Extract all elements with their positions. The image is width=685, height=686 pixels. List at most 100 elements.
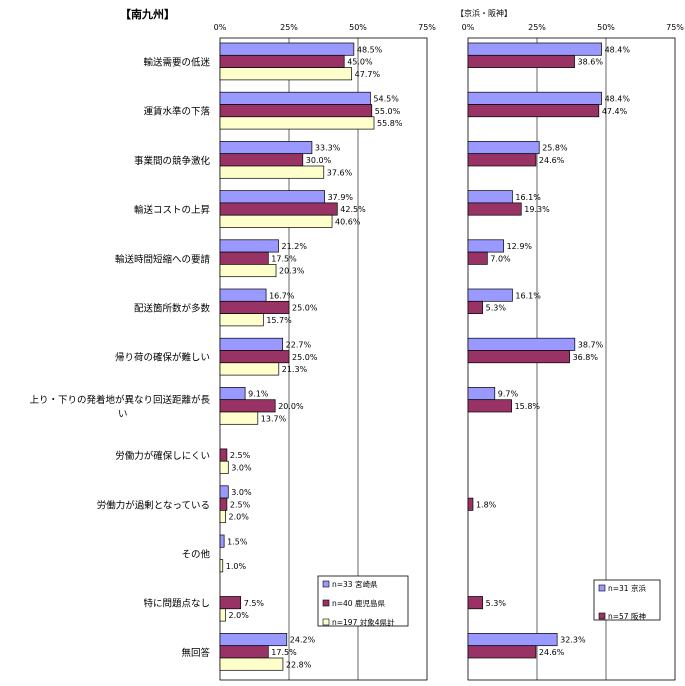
left-bar (219, 633, 288, 647)
left-data-label: 17.5% (271, 254, 297, 263)
left-bar (219, 67, 353, 81)
right-data-label: 12.9% (507, 242, 533, 251)
left-data-label: 47.7% (355, 70, 381, 79)
right-x-tick-label: 25% (528, 23, 546, 32)
category-label: 輸送需要の低迷 (143, 56, 210, 68)
category-label: 労働力が確保しにくい (115, 450, 210, 462)
left-bar (219, 116, 375, 130)
right-bar (467, 645, 537, 659)
right-data-label: 25.8% (542, 144, 568, 153)
left-data-label: 17.5% (271, 648, 297, 657)
category-label: 帰り荷の確保が難しい (115, 352, 210, 364)
category-label: 輸送時間短縮への要請 (115, 253, 211, 265)
left-bar (219, 534, 225, 548)
left-bar (219, 141, 313, 155)
right-data-label: 32.3% (560, 636, 586, 645)
right-bar (467, 239, 504, 253)
left-data-label: 21.3% (282, 365, 308, 374)
left-chart-title: 【南九州】 (120, 7, 175, 21)
right-bar (467, 387, 496, 401)
left-bar (219, 251, 269, 265)
category-label: 輸送コストの上昇 (134, 204, 211, 216)
right-data-label: 48.4% (605, 95, 631, 104)
left-data-label: 48.5% (357, 45, 383, 54)
left-data-label: 24.2% (290, 636, 316, 645)
left-bar (219, 608, 226, 622)
right-bar (467, 350, 570, 364)
left-legend-swatch (322, 618, 330, 626)
right-bar (467, 42, 602, 56)
left-bar (219, 91, 371, 105)
left-data-label: 25.0% (292, 304, 318, 313)
left-bar (219, 510, 226, 524)
right-x-tick-label: 75% (666, 23, 684, 32)
right-bar (467, 399, 512, 413)
left-x-tick-label: 0% (214, 23, 227, 32)
right-data-label: 48.4% (605, 45, 631, 54)
right-bar (467, 633, 558, 647)
left-bar (219, 202, 338, 216)
left-bar (219, 362, 280, 376)
left-data-label: 2.0% (229, 513, 250, 522)
left-bar (219, 497, 228, 511)
left-x-tick-label: 75% (418, 23, 436, 32)
category-label: 事業間の競争激化 (134, 155, 211, 167)
left-data-label: 22.7% (286, 341, 312, 350)
left-data-label: 2.5% (230, 451, 251, 460)
left-bar (219, 559, 224, 573)
right-x-tick-label: 50% (597, 23, 615, 32)
left-data-label: 55.8% (377, 119, 403, 128)
left-data-label: 16.7% (269, 291, 295, 300)
left-data-label: 40.6% (335, 218, 361, 227)
left-bar (219, 399, 276, 413)
left-bar (219, 657, 284, 671)
right-data-label: 5.3% (486, 304, 507, 313)
category-label: 上り・下りの発着地が異なり回送距離が長 (29, 394, 210, 406)
left-x-tick-label: 50% (349, 23, 367, 32)
left-data-label: 20.0% (278, 402, 304, 411)
left-data-label: 37.6% (327, 168, 353, 177)
right-bar (467, 190, 513, 204)
left-legend-swatch (322, 580, 330, 588)
right-data-label: 16.1% (515, 291, 541, 300)
right-bar (467, 91, 602, 105)
right-legend-swatch (598, 612, 606, 620)
left-x-tick-label: 25% (280, 23, 298, 32)
left-bar (219, 485, 229, 499)
left-data-label: 1.5% (227, 537, 248, 546)
right-bar (467, 141, 540, 155)
left-bar (219, 596, 242, 610)
right-chart-title: 【京浜・阪神】 (456, 8, 512, 18)
left-data-label: 54.5% (373, 95, 399, 104)
right-panel: 0% 25% 50% 75%48.4%38.6%48.4%47.4%25.8%24.6… (462, 23, 684, 681)
left-data-label: 7.5% (244, 599, 265, 608)
left-legend-swatch (322, 599, 330, 607)
right-x-tick-label: 0% (462, 23, 475, 32)
right-legend-label: n=31 京浜 (608, 583, 646, 593)
right-data-label: 16.1% (515, 193, 541, 202)
left-bar (219, 42, 355, 56)
right-bar (467, 497, 474, 511)
right-bar (467, 288, 513, 302)
right-data-label: 7.0% (490, 254, 511, 263)
category-label: 労働力が過剰となっている (97, 499, 210, 511)
right-bar (467, 153, 537, 167)
left-bar (219, 448, 228, 462)
right-data-label: 5.3% (486, 599, 507, 608)
left-panel: 0% 25% 50% 75% 輸送需要の低迷 48.5% 45.0% 47.7% 運賃水準の下落… (29, 23, 436, 681)
left-data-label: 13.7% (261, 414, 287, 423)
left-bar (219, 300, 290, 314)
right-legend-swatch (598, 584, 606, 592)
left-data-label: 45.0% (347, 58, 373, 67)
left-data-label: 3.0% (231, 488, 252, 497)
left-bar (219, 460, 229, 474)
left-data-label: 30.0% (306, 156, 332, 165)
right-legend-label: n=57 阪神 (608, 611, 646, 621)
right-bar (467, 596, 483, 610)
left-bar (219, 387, 246, 401)
left-bar (219, 337, 284, 351)
left-data-label: 25.0% (292, 353, 318, 362)
left-bar (219, 54, 345, 68)
left-bar (219, 190, 325, 204)
